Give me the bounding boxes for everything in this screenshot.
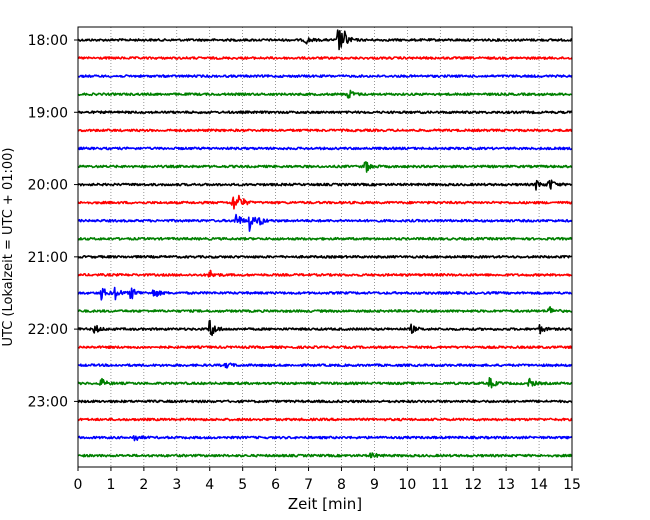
x-tick-label-4: 4 [205,477,214,493]
trace-2045 [77,236,573,241]
x-tick-label-3: 3 [172,477,181,493]
x-axis-ticks: 0 1 2 3 4 5 6 7 8 9 10 11 12 13 14 15 [74,467,581,493]
plot-frame [77,26,573,468]
trace-2330 [77,435,573,442]
x-tick-label-6: 6 [271,477,280,493]
x-tick-label-0: 0 [74,477,83,493]
x-tick-label-13: 13 [497,477,515,493]
plot-background [78,27,572,467]
x-tick-label-8: 8 [337,477,346,493]
x-tick-label-12: 12 [464,477,482,493]
trace-2030 [77,213,573,232]
x-tick-label-11: 11 [431,477,449,493]
y-tick-label-5: 23:00 [28,394,68,410]
trace-2015 [77,194,573,210]
y-tick-label-1: 19:00 [28,105,68,121]
trace-2200 [77,319,573,337]
trace-1815 [77,56,573,60]
trace-2230 [77,362,573,369]
trace-2145 [77,306,573,314]
x-tick-label-1: 1 [106,477,115,493]
x-tick-label-14: 14 [530,477,548,493]
x-tick-label-10: 10 [398,477,416,493]
trace-2215 [77,345,573,350]
trace-2245 [77,377,573,389]
trace-2300 [77,399,573,404]
x-axis-label: Zeit [min] [288,495,362,513]
trace-1945 [77,161,573,173]
trace-1915 [77,128,573,133]
x-tick-label-15: 15 [563,477,581,493]
trace-1845 [77,89,573,99]
x-tick-label-2: 2 [139,477,148,493]
trace-1930 [77,146,573,151]
trace-1800 [77,29,573,51]
trace-2100 [77,254,573,259]
y-tick-label-4: 22:00 [28,322,68,338]
trace-2345 [77,452,573,459]
trace-2130 [77,286,573,301]
trace-2115 [77,269,573,278]
y-tick-label-0: 18:00 [28,33,68,49]
trace-1900 [77,110,573,115]
gridlines [110,27,540,467]
traces [77,29,573,459]
x-tick-label-9: 9 [370,477,379,493]
y-tick-label-2: 20:00 [28,178,68,194]
x-tick-label-7: 7 [304,477,313,493]
trace-1830 [77,74,573,79]
y-axis-label: UTC (Lokalzeit = UTC + 01:00) [1,148,16,347]
y-axis-ticks: 18:00 19:00 20:00 21:00 22:00 23:00 [28,33,78,410]
trace-2000 [77,179,573,191]
x-tick-label-5: 5 [238,477,247,493]
trace-2315 [77,417,573,422]
y-tick-label-3: 21:00 [28,250,68,266]
